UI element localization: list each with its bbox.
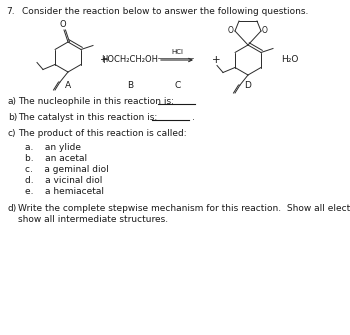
- Text: HOCH₂CH₂OH: HOCH₂CH₂OH: [102, 56, 159, 65]
- Text: A: A: [65, 81, 71, 90]
- Text: Consider the reaction below to answer the following questions.: Consider the reaction below to answer th…: [22, 7, 308, 16]
- Text: O: O: [60, 20, 66, 29]
- Text: 7.: 7.: [6, 7, 15, 16]
- Text: The catalyst in this reaction is:: The catalyst in this reaction is:: [18, 113, 157, 122]
- Text: B: B: [127, 81, 133, 90]
- Text: a): a): [8, 97, 17, 106]
- Text: +: +: [100, 55, 108, 65]
- Text: d): d): [8, 204, 17, 213]
- Text: The nucleophile in this reaction is:: The nucleophile in this reaction is:: [18, 97, 174, 106]
- Text: c.    a geminal diol: c. a geminal diol: [25, 165, 109, 174]
- Text: a.    an ylide: a. an ylide: [25, 143, 81, 152]
- Text: C: C: [175, 81, 181, 90]
- Text: H₂O: H₂O: [281, 56, 299, 65]
- Text: HCl: HCl: [171, 49, 183, 55]
- Text: e.    a hemiacetal: e. a hemiacetal: [25, 187, 104, 196]
- Text: .: .: [192, 113, 195, 122]
- Text: O: O: [262, 26, 268, 35]
- Text: D: D: [245, 81, 251, 90]
- Text: b.    an acetal: b. an acetal: [25, 154, 87, 163]
- Text: show all intermediate structures.: show all intermediate structures.: [18, 215, 168, 224]
- Text: O: O: [228, 26, 234, 35]
- Text: +: +: [212, 55, 220, 65]
- Text: Write the complete stepwise mechanism for this reaction.  Show all electron flow: Write the complete stepwise mechanism fo…: [18, 204, 350, 213]
- Text: c): c): [8, 129, 16, 138]
- Text: b): b): [8, 113, 17, 122]
- Text: d.    a vicinal diol: d. a vicinal diol: [25, 176, 102, 185]
- Text: The product of this reaction is called:: The product of this reaction is called:: [18, 129, 187, 138]
